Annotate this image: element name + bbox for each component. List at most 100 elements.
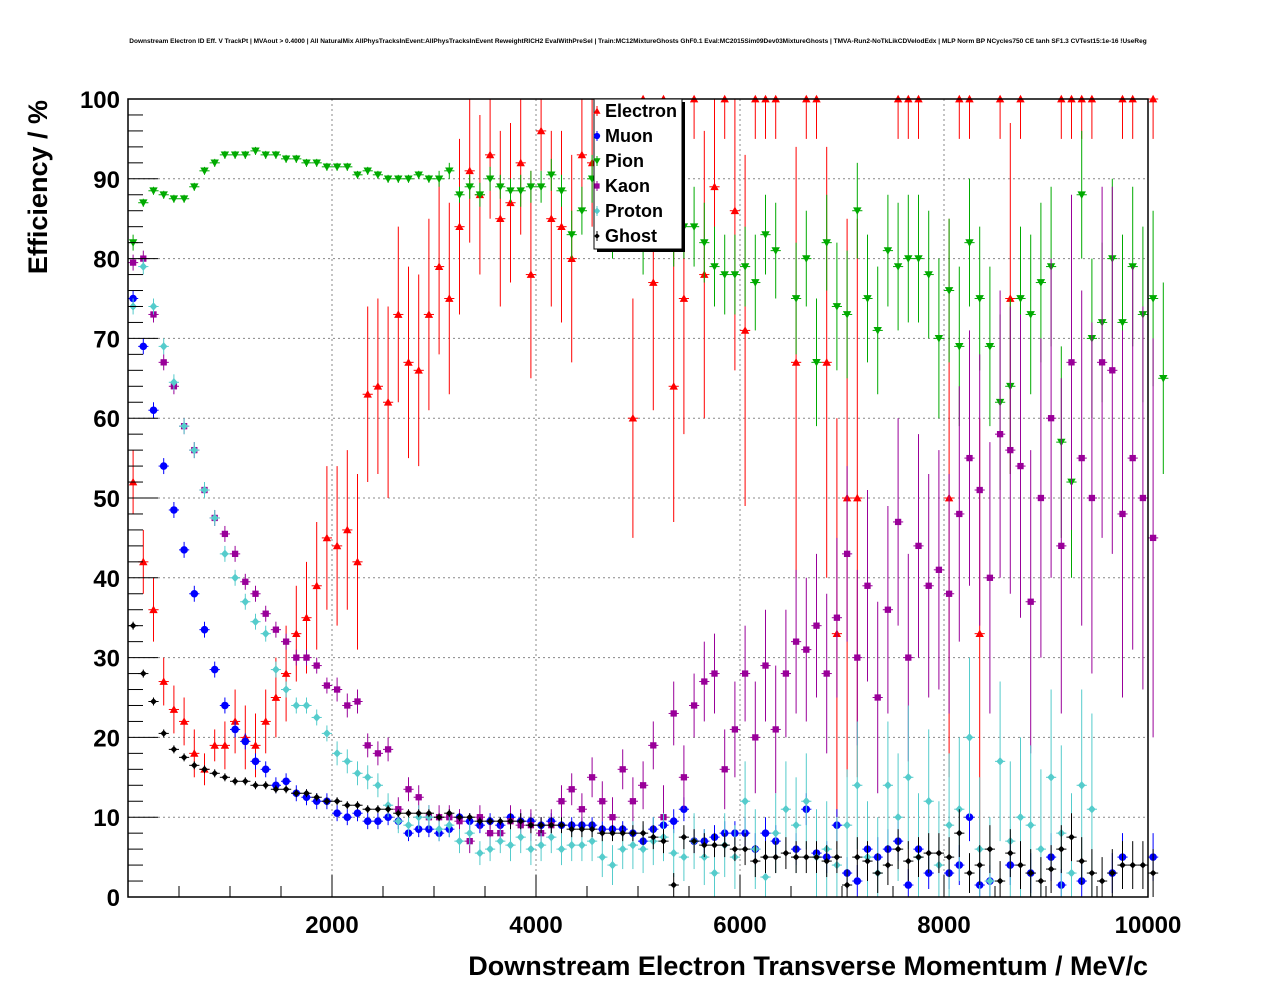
ghost-marker	[1047, 865, 1055, 873]
pion-marker	[547, 171, 556, 180]
pion-point	[699, 202, 710, 283]
pion-point	[270, 150, 281, 160]
kaon-marker	[935, 566, 943, 573]
pion-marker	[812, 358, 821, 367]
muon-marker	[333, 809, 341, 817]
kaon-marker	[221, 530, 229, 538]
kaon-point	[964, 330, 975, 586]
ghost-marker	[303, 789, 310, 797]
muon-marker	[241, 737, 250, 746]
ghost-marker	[843, 881, 851, 889]
ghost-point	[882, 845, 893, 886]
ghost-marker	[578, 825, 586, 833]
ghost-point	[954, 809, 965, 858]
pion-marker	[251, 147, 260, 156]
muon-point	[138, 338, 149, 355]
pion-point	[750, 234, 761, 331]
proton-point	[597, 837, 608, 878]
kaon-point	[811, 553, 822, 698]
kaon-point	[974, 354, 985, 626]
pion-point	[179, 194, 190, 203]
y-tick-label: 90	[93, 167, 120, 194]
y-axis-title: Efficiency / %	[23, 100, 53, 274]
proton-marker	[904, 773, 913, 782]
ghost-marker	[813, 853, 820, 861]
ghost-point	[179, 753, 190, 762]
y-tick-label: 30	[93, 646, 120, 673]
kaon-point	[995, 290, 1006, 578]
proton-marker	[506, 840, 515, 850]
ghost-point	[474, 817, 485, 826]
electron-marker	[332, 541, 342, 550]
pion-marker	[179, 195, 189, 203]
proton-point	[138, 258, 149, 275]
kaon-marker	[313, 662, 320, 669]
proton-point	[505, 829, 516, 862]
electron-marker	[404, 358, 413, 366]
proton-marker	[588, 836, 596, 846]
pion-point	[515, 174, 526, 207]
kaon-marker	[650, 742, 657, 749]
pion-marker	[332, 163, 342, 172]
pion-marker	[1118, 319, 1127, 327]
pion-point	[332, 162, 343, 172]
y-tick-label: 0	[107, 885, 120, 912]
muon-marker	[343, 813, 352, 821]
electron-point	[740, 154, 751, 506]
pion-point	[1076, 130, 1087, 259]
pion-point	[556, 174, 567, 207]
legend-box	[593, 98, 683, 250]
proton-marker	[669, 848, 678, 858]
ghost-point	[556, 817, 567, 834]
muon-marker	[261, 765, 270, 774]
ghost-point	[944, 837, 955, 878]
kaon-point	[587, 757, 598, 798]
kaon-marker	[721, 766, 728, 773]
proton-marker	[1067, 868, 1076, 878]
ghost-point	[199, 765, 210, 774]
kaon-point	[719, 729, 730, 810]
kaon-marker	[711, 670, 718, 677]
pion-point	[301, 158, 312, 168]
kaon-point	[1066, 194, 1077, 530]
ghost-point	[301, 789, 312, 798]
kaon-marker	[160, 359, 167, 366]
electron-point	[413, 274, 424, 467]
ghost-marker	[1149, 869, 1157, 877]
ghost-marker	[945, 853, 953, 861]
pion-marker	[200, 167, 209, 176]
ghost-marker	[384, 805, 392, 813]
pion-marker	[771, 247, 780, 255]
pion-marker	[322, 163, 332, 172]
electron-point	[556, 130, 567, 323]
proton-marker	[924, 797, 933, 806]
axis-ticks	[127, 98, 1149, 898]
ghost-point	[209, 769, 220, 778]
ghost-point	[740, 833, 751, 866]
electron-marker	[230, 717, 240, 725]
electron-point	[423, 218, 434, 411]
electron-point	[383, 306, 394, 498]
pion-marker	[557, 187, 566, 195]
pion-marker	[516, 187, 525, 195]
electron-marker	[210, 741, 219, 749]
proton-point	[454, 829, 465, 854]
kaon-point	[372, 741, 383, 766]
pion-marker	[944, 287, 954, 295]
ghost-marker	[272, 785, 280, 793]
kaon-marker	[1129, 454, 1136, 462]
proton-marker	[853, 781, 862, 790]
ghost-point	[321, 797, 332, 806]
pion-marker	[230, 151, 240, 160]
ghost-marker	[731, 845, 739, 853]
pion-marker	[832, 303, 842, 311]
electron-marker	[853, 493, 862, 502]
proton-point	[230, 569, 241, 586]
proton-marker	[231, 573, 239, 582]
electron-marker	[353, 557, 362, 566]
pion-point	[760, 194, 771, 275]
ghost-point	[933, 833, 944, 874]
pion-marker	[1026, 311, 1035, 319]
ghost-point	[281, 785, 292, 794]
kaon-marker	[1068, 359, 1075, 366]
